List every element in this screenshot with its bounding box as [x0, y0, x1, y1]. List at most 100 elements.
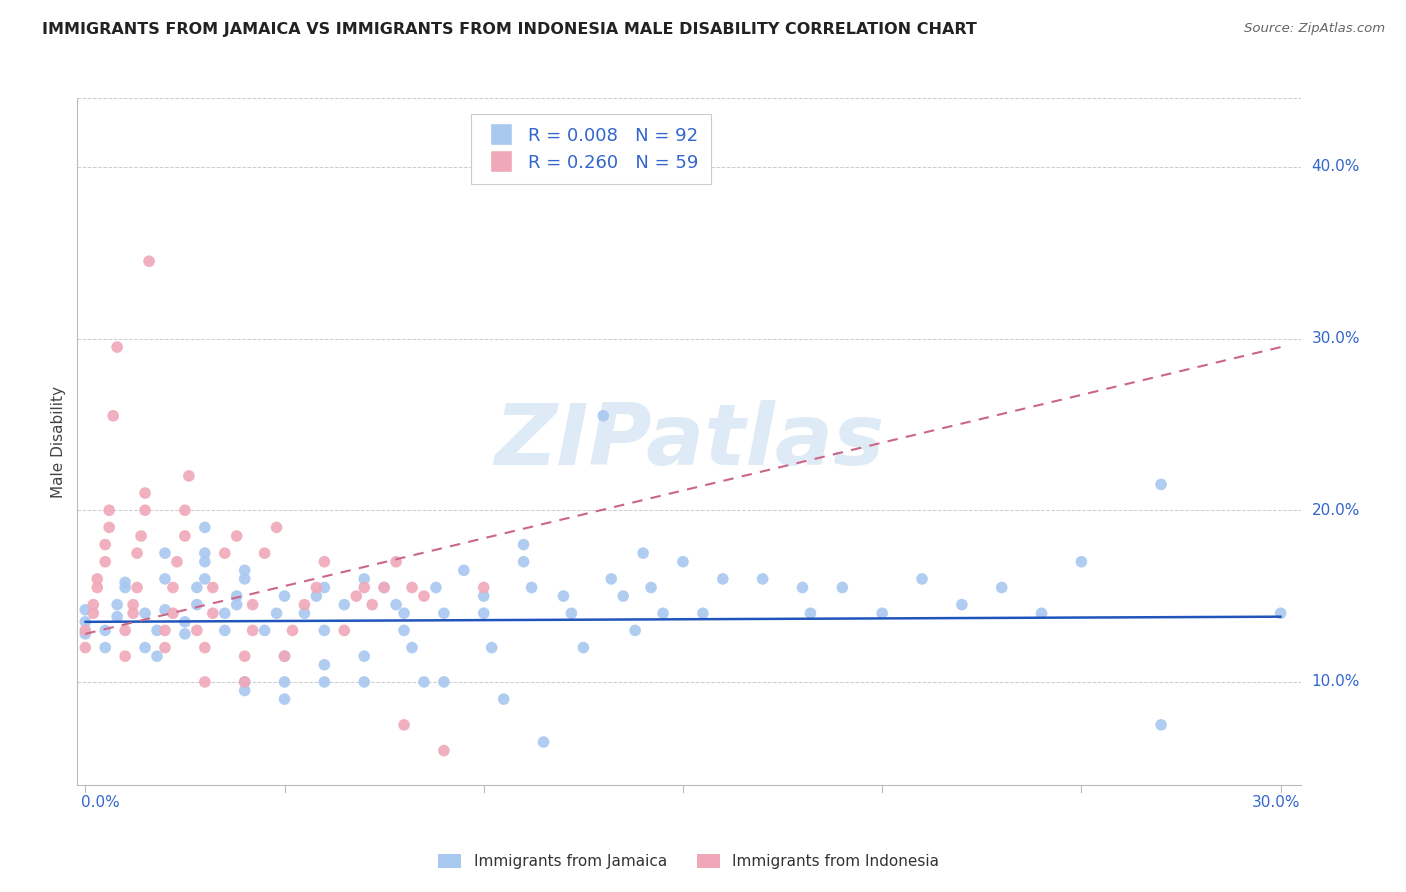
Point	[253, 624, 276, 638]
Point	[194, 674, 217, 689]
Point	[1150, 477, 1173, 491]
Point	[134, 503, 156, 517]
Point	[134, 640, 156, 655]
Point	[512, 537, 534, 551]
Point	[294, 607, 316, 621]
Point	[314, 581, 336, 595]
Point	[990, 581, 1012, 595]
Point	[233, 649, 256, 664]
Point	[385, 555, 408, 569]
Point	[194, 555, 217, 569]
Point	[98, 503, 121, 517]
Point	[233, 683, 256, 698]
Point	[333, 598, 356, 612]
Point	[392, 718, 415, 732]
Point	[560, 607, 582, 621]
Point	[672, 555, 695, 569]
Point	[86, 572, 108, 586]
Point	[129, 529, 152, 543]
Point	[194, 546, 217, 560]
Point	[600, 572, 623, 586]
Point	[273, 692, 295, 706]
Point	[174, 627, 197, 641]
Point	[233, 563, 256, 577]
Point	[314, 657, 336, 672]
Point	[162, 607, 184, 621]
Point	[105, 340, 128, 354]
Point	[266, 607, 288, 621]
Point	[640, 581, 662, 595]
Point	[572, 640, 595, 655]
Point	[86, 581, 108, 595]
Point	[194, 520, 217, 534]
Point	[75, 627, 97, 641]
Point	[242, 598, 264, 612]
Point	[353, 674, 375, 689]
Point	[353, 581, 375, 595]
Point	[146, 624, 169, 638]
Point	[233, 674, 256, 689]
Point	[233, 674, 256, 689]
Point	[305, 581, 328, 595]
Point	[392, 624, 415, 638]
Point	[114, 575, 136, 590]
Point	[153, 546, 176, 560]
Point	[533, 735, 555, 749]
Point	[153, 572, 176, 586]
Point	[273, 674, 295, 689]
Point	[201, 607, 224, 621]
Point	[344, 589, 367, 603]
Text: Source: ZipAtlas.com: Source: ZipAtlas.com	[1244, 22, 1385, 36]
Point	[134, 607, 156, 621]
Point	[214, 624, 236, 638]
Text: IMMIGRANTS FROM JAMAICA VS IMMIGRANTS FROM INDONESIA MALE DISABILITY CORRELATION: IMMIGRANTS FROM JAMAICA VS IMMIGRANTS FR…	[42, 22, 977, 37]
Point	[373, 581, 395, 595]
Point	[472, 607, 495, 621]
Point	[425, 581, 447, 595]
Point	[692, 607, 714, 621]
Point	[413, 589, 436, 603]
Point	[314, 555, 336, 569]
Point	[433, 674, 456, 689]
Point	[174, 503, 197, 517]
Point	[950, 598, 973, 612]
Point	[294, 598, 316, 612]
Point	[361, 598, 384, 612]
Point	[114, 649, 136, 664]
Point	[273, 649, 295, 664]
Point	[82, 598, 104, 612]
Point	[433, 744, 456, 758]
Point	[353, 572, 375, 586]
Point	[186, 581, 208, 595]
Point	[870, 607, 893, 621]
Point	[385, 598, 408, 612]
Point	[631, 546, 654, 560]
Y-axis label: Male Disability: Male Disability	[51, 385, 66, 498]
Legend: Immigrants from Jamaica, Immigrants from Indonesia: Immigrants from Jamaica, Immigrants from…	[432, 848, 946, 875]
Point	[413, 674, 436, 689]
Point	[138, 254, 160, 268]
Point	[799, 607, 821, 621]
Point	[281, 624, 304, 638]
Point	[273, 649, 295, 664]
Point	[314, 624, 336, 638]
Point	[75, 615, 97, 629]
Point	[392, 607, 415, 621]
Point	[353, 649, 375, 664]
Point	[134, 486, 156, 500]
Point	[174, 529, 197, 543]
Point	[652, 607, 675, 621]
Point	[624, 624, 647, 638]
Point	[146, 649, 169, 664]
Point	[201, 581, 224, 595]
Point	[305, 589, 328, 603]
Point	[333, 624, 356, 638]
Point	[194, 572, 217, 586]
Point	[481, 640, 503, 655]
Point	[94, 537, 117, 551]
Text: 20.0%: 20.0%	[1312, 503, 1360, 517]
Point	[266, 520, 288, 534]
Point	[105, 598, 128, 612]
Point	[166, 555, 188, 569]
Point	[711, 572, 734, 586]
